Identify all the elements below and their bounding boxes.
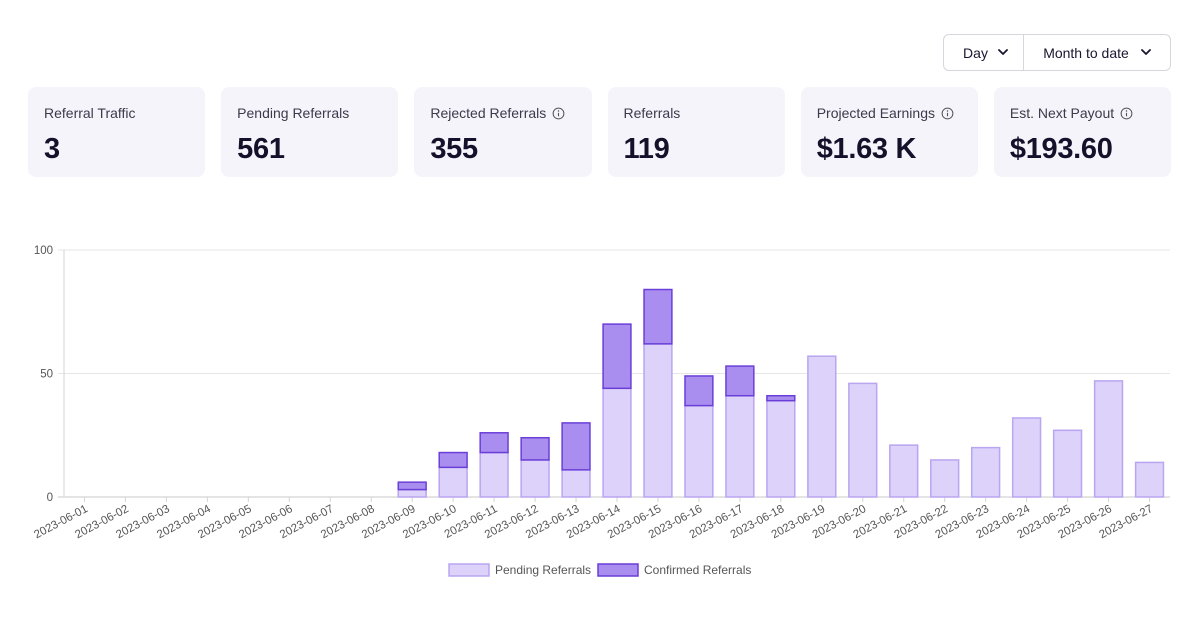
legend-swatch-pending — [448, 563, 490, 577]
bar-pending-referrals — [520, 459, 550, 498]
granularity-label: Day — [963, 44, 988, 61]
info-icon[interactable] — [941, 107, 954, 120]
bar-pending-referrals — [930, 459, 960, 498]
referrals-bar-chart: 0501002023-06-012023-06-022023-06-032023… — [32, 245, 1170, 577]
bar-pending-referrals — [970, 446, 1001, 498]
bar-confirmed-referrals — [479, 432, 509, 454]
stat-label: Pending Referrals — [237, 105, 350, 121]
stat-card-referrals: Referrals 119 — [607, 87, 785, 177]
bar-confirmed-referrals — [643, 288, 673, 345]
stat-card-est-next-payout: Est. Next Payout $193.60 — [993, 87, 1172, 177]
bar-pending-referrals — [684, 404, 714, 498]
bar-pending-referrals — [766, 399, 796, 498]
stat-card-pending-referrals: Pending Referrals 561 — [221, 87, 399, 177]
chevron-down-icon — [1140, 49, 1151, 55]
bar-pending-referrals — [889, 444, 919, 498]
stat-value: $1.63 K — [816, 133, 917, 165]
date-range-dropdown[interactable]: Month to date — [1024, 35, 1170, 70]
stat-card-rejected-referrals: Rejected Referrals 355 — [414, 87, 592, 177]
bar-pending-referrals — [479, 451, 509, 498]
bar-pending-referrals — [561, 469, 591, 498]
bar-confirmed-referrals — [602, 323, 632, 390]
bar-confirmed-referrals — [766, 394, 796, 402]
bar-pending-referrals — [438, 466, 468, 498]
bar-confirmed-referrals — [561, 422, 591, 471]
bar-pending-referrals — [1052, 429, 1083, 498]
bar-pending-referrals — [725, 394, 755, 498]
bar-pending-referrals — [397, 488, 427, 498]
bar-confirmed-referrals — [438, 451, 468, 469]
bar-pending-referrals — [848, 382, 878, 498]
legend-label-confirmed: Confirmed Referrals — [644, 563, 751, 577]
y-tick-label: 0 — [47, 492, 53, 504]
bar-confirmed-referrals — [725, 365, 755, 397]
stat-label: Est. Next Payout — [1009, 105, 1115, 121]
bar-confirmed-referrals — [397, 481, 427, 491]
y-tick-label: 100 — [34, 245, 53, 257]
stats-cards: Referral Traffic 3 Pending Referrals 561… — [28, 87, 1172, 177]
bar-confirmed-referrals — [684, 375, 714, 407]
stat-label: Referrals — [623, 105, 681, 121]
granularity-dropdown[interactable]: Day — [944, 35, 1024, 70]
stat-value: 355 — [430, 133, 478, 165]
stat-label: Referral Traffic — [44, 105, 136, 121]
stat-card-referral-traffic: Referral Traffic 3 — [28, 87, 206, 177]
bar-pending-referrals — [643, 343, 673, 498]
legend-label-pending: Pending Referrals — [495, 563, 591, 577]
stat-label: Rejected Referrals — [430, 105, 547, 121]
bar-pending-referrals — [807, 355, 837, 498]
stat-value: 561 — [237, 133, 285, 165]
bar-pending-referrals — [1011, 417, 1042, 498]
info-icon[interactable] — [552, 107, 565, 120]
chevron-down-icon — [998, 49, 1008, 55]
bar-pending-referrals — [1093, 380, 1124, 498]
bar-pending-referrals — [602, 387, 632, 498]
bar-confirmed-referrals — [520, 436, 550, 461]
stat-label: Projected Earnings — [816, 105, 935, 121]
stat-card-projected-earnings: Projected Earnings $1.63 K — [800, 87, 978, 177]
stat-value: 3 — [44, 133, 60, 165]
date-filter-toolbar: Day Month to date — [943, 34, 1171, 71]
date-range-label: Month to date — [1043, 44, 1129, 61]
legend-swatch-confirmed — [597, 563, 639, 577]
info-icon[interactable] — [1120, 107, 1133, 120]
stat-value: $193.60 — [1009, 133, 1113, 165]
y-tick-label: 50 — [40, 369, 53, 381]
stat-value: 119 — [623, 133, 670, 165]
bar-pending-referrals — [1134, 461, 1165, 498]
